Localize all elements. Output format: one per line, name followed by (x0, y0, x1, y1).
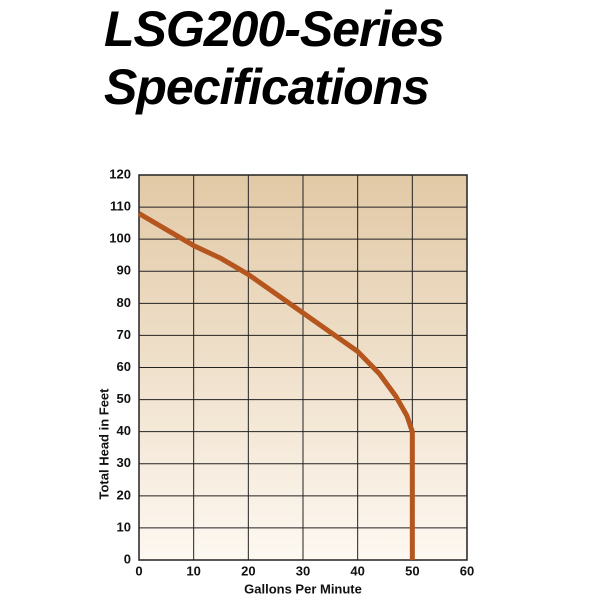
x-tick-label: 40 (350, 563, 364, 578)
x-tick-label: 50 (405, 563, 419, 578)
y-tick-label: 100 (109, 231, 131, 246)
x-tick-label: 60 (460, 563, 474, 578)
y-tick-label: 20 (117, 487, 131, 502)
y-tick-label: 30 (117, 455, 131, 470)
data-line (137, 211, 415, 560)
x-tick-label: 30 (296, 563, 310, 578)
y-tick-label: 120 (109, 166, 131, 181)
y-tick-label: 70 (117, 327, 131, 342)
y-tick-label: 40 (117, 423, 131, 438)
y-tick-label: 110 (110, 199, 131, 214)
y-tick-label: 10 (117, 519, 131, 534)
x-tick-label: 0 (135, 563, 142, 578)
y-tick-label: 50 (117, 391, 131, 406)
x-tick-label: 20 (241, 563, 255, 578)
x-axis-label: Gallons Per Minute (244, 581, 362, 596)
x-tick-label: 10 (186, 563, 200, 578)
y-tick-label: 0 (124, 551, 131, 566)
y-axis-label: Total Head in Feet (96, 388, 111, 500)
y-tick-label: 60 (117, 359, 131, 374)
y-tick-label: 80 (117, 295, 131, 310)
y-tick-label: 90 (117, 263, 131, 278)
chart-title: LSG200-Series Specifications (104, 1, 445, 115)
